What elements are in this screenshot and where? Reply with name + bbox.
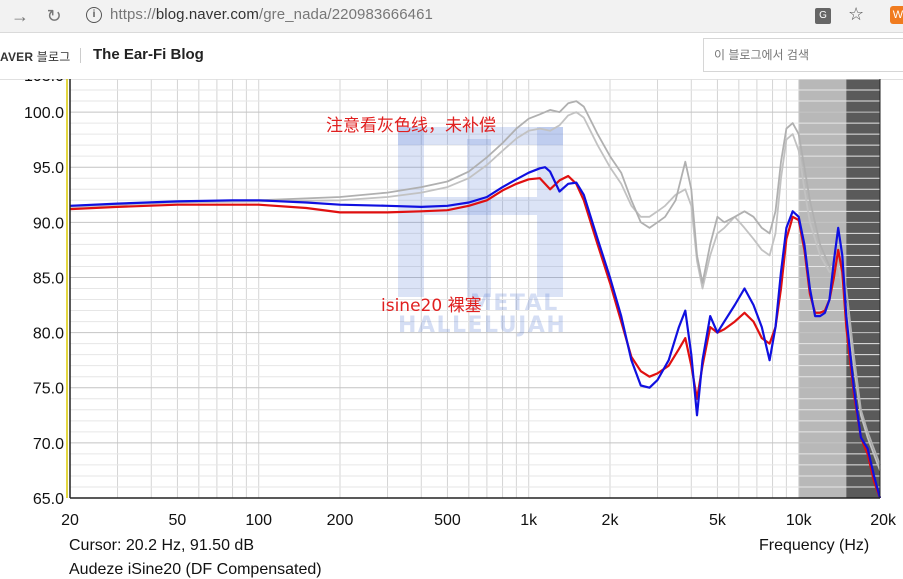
brand-ko-text: 블로그 xyxy=(36,50,71,64)
y-tick-label: 95.0 xyxy=(33,160,64,177)
blog-header: AVER 블로그 The Ear-Fi Blog xyxy=(0,33,903,80)
x-tick-label: 20 xyxy=(61,512,79,529)
x-tick-label: 100 xyxy=(245,512,272,529)
watermark-shape xyxy=(537,127,563,297)
y-tick-label: 85.0 xyxy=(33,270,64,287)
series-line-2 xyxy=(69,174,882,499)
series-line-0 xyxy=(69,111,881,471)
y-tick-label: 100.0 xyxy=(24,105,64,122)
y-tick-label: 65.0 xyxy=(33,491,64,508)
x-tick-label: 5k xyxy=(709,512,727,529)
watermark-text: METAL xyxy=(470,291,559,316)
x-tick-label: 20k xyxy=(870,512,897,529)
divider xyxy=(80,48,81,63)
star-icon[interactable]: ☆ xyxy=(848,4,865,24)
series-line-3 xyxy=(69,166,882,499)
x-axis-label: Frequency (Hz) xyxy=(759,537,870,554)
watermark-shape xyxy=(398,127,563,145)
y-tick-label-partial: 103.0 xyxy=(24,79,64,85)
translate-icon[interactable]: G xyxy=(815,8,831,24)
cursor-readout: Cursor: 20.2 Hz, 91.50 dB xyxy=(69,537,254,554)
y-tick-label: 90.0 xyxy=(33,215,64,232)
naver-logo[interactable]: AVER 블로그 xyxy=(0,48,71,65)
address-bar[interactable]: https://blog.naver.com/gre_nada/22098366… xyxy=(110,6,433,23)
chart-annotation: 注意看灰色线，未补偿 xyxy=(326,116,496,136)
url-path: /gre_nada/220983666461 xyxy=(258,6,434,23)
x-tick-label: 500 xyxy=(434,512,461,529)
y-tick-label: 80.0 xyxy=(33,326,64,343)
url-host: blog.naver.com xyxy=(155,6,259,23)
extension-icon[interactable]: W xyxy=(890,6,903,24)
blog-title[interactable]: The Ear-Fi Blog xyxy=(93,46,204,63)
blog-search-box xyxy=(703,38,903,72)
x-tick-label: 2k xyxy=(602,512,620,529)
brand-text: AVER xyxy=(0,50,34,64)
x-tick-label: 10k xyxy=(786,512,813,529)
info-icon[interactable]: i xyxy=(86,7,102,23)
watermark-shape xyxy=(424,197,537,215)
y-tick-label: 75.0 xyxy=(33,381,64,398)
browser-toolbar: → ↻ i https://blog.naver.com/gre_nada/22… xyxy=(0,0,903,33)
url-protocol: https:// xyxy=(110,6,156,23)
series-line-1 xyxy=(69,100,881,466)
watermark-text: HALLELUJAH xyxy=(398,313,566,338)
x-tick-label: 200 xyxy=(327,512,354,529)
chart-subtitle: Audeze iSine20 (DF Compensated) xyxy=(69,561,322,578)
blog-search-input[interactable] xyxy=(712,39,896,71)
arrow-right-icon[interactable]: → xyxy=(11,6,29,26)
reload-icon[interactable]: ↻ xyxy=(46,6,62,26)
x-tick-label: 50 xyxy=(169,512,187,529)
chart-annotation: isine20 裸塞 xyxy=(381,296,482,316)
x-tick-label: 1k xyxy=(520,512,538,529)
y-tick-label: 70.0 xyxy=(33,436,64,453)
